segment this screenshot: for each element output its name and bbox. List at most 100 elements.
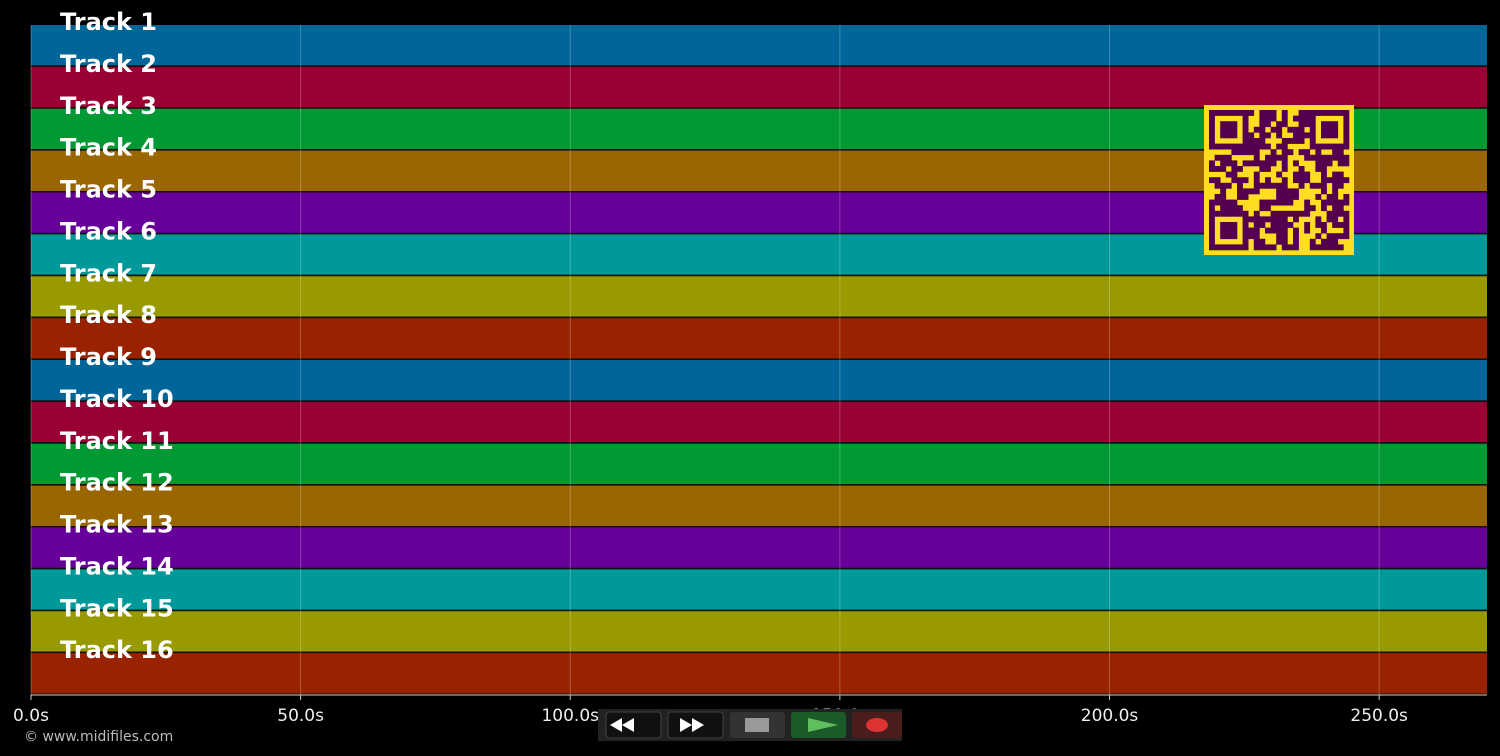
- qr-module: [1304, 205, 1311, 212]
- qr-module: [1321, 244, 1327, 251]
- qr-module: [1237, 205, 1243, 212]
- qr-module: [1220, 110, 1227, 116]
- qr-module: [1242, 188, 1249, 195]
- track-lane: [31, 653, 1487, 694]
- qr-module: [1253, 160, 1260, 167]
- qr-module: [1332, 199, 1339, 206]
- qr-module: [1332, 177, 1339, 184]
- qr-module: [1259, 238, 1266, 245]
- qr-module: [1343, 138, 1350, 144]
- qr-module: [1209, 244, 1215, 251]
- qr-module: [1293, 138, 1299, 144]
- qr-module: [1343, 154, 1350, 161]
- qr-module: [1326, 110, 1333, 116]
- qr-module: [1337, 177, 1344, 184]
- qr-module: [1209, 132, 1215, 139]
- qr-module: [1315, 110, 1322, 116]
- qr-module: [1265, 166, 1271, 172]
- qr-module: [1304, 110, 1311, 116]
- qr-module: [1293, 132, 1299, 139]
- qr-module: [1253, 149, 1260, 156]
- qr-module: [1242, 143, 1249, 150]
- rewind-button[interactable]: [605, 711, 662, 739]
- qr-module: [1332, 110, 1339, 116]
- qr-module: [1253, 188, 1260, 195]
- qr-module: [1225, 110, 1232, 116]
- qr-module: [1298, 138, 1305, 144]
- qr-module: [1298, 121, 1305, 128]
- qr-module: [1259, 110, 1266, 116]
- qr-module: [1276, 121, 1283, 128]
- qr-module: [1265, 115, 1271, 122]
- rewind-icon[interactable]: [610, 718, 634, 732]
- qr-module: [1304, 115, 1311, 122]
- qr-module: [1237, 194, 1243, 200]
- track-labels: Track 1 Track 2 Track 3 Track 4 Track 5 Track…: [60, 8, 174, 664]
- qr-module: [1343, 143, 1350, 150]
- forward-icon[interactable]: [680, 718, 704, 732]
- qr-module: [1248, 143, 1255, 150]
- qr-module: [1214, 166, 1221, 172]
- stop-button[interactable]: [730, 712, 785, 738]
- qr-module: [1281, 182, 1288, 189]
- qr-module: [1220, 233, 1227, 240]
- qr-module: [1337, 110, 1344, 116]
- track-lane: [31, 443, 1487, 485]
- qr-module: [1231, 160, 1238, 167]
- qr-module: [1298, 115, 1305, 122]
- qr-module: [1281, 222, 1288, 228]
- qr-module: [1276, 132, 1283, 139]
- track-label: Track 15: [60, 594, 174, 622]
- qr-module: [1293, 233, 1299, 240]
- qr-module: [1220, 126, 1227, 133]
- qr-module: [1343, 216, 1350, 223]
- qr-module: [1259, 182, 1266, 189]
- qr-module: [1337, 149, 1344, 156]
- play-button[interactable]: [791, 712, 846, 738]
- track-lane: [31, 25, 1487, 66]
- qr-module: [1309, 110, 1316, 116]
- qr-module: [1276, 154, 1283, 161]
- qr-module: [1265, 182, 1271, 189]
- forward-button[interactable]: [667, 711, 724, 739]
- qr-module: [1259, 160, 1266, 167]
- tick-label: 200.0s: [1081, 706, 1139, 726]
- stop-icon[interactable]: [745, 718, 769, 732]
- record-button[interactable]: [852, 712, 902, 738]
- qr-module: [1270, 115, 1277, 122]
- qr-module: [1332, 182, 1339, 189]
- qr-module: [1321, 227, 1327, 234]
- qr-module: [1343, 177, 1350, 184]
- qr-module: [1276, 182, 1283, 189]
- record-icon[interactable]: [866, 718, 888, 732]
- track-label: Track 12: [60, 469, 174, 497]
- qr-module: [1270, 110, 1277, 116]
- qr-module: [1276, 143, 1283, 150]
- qr-module: [1321, 132, 1327, 139]
- qr-module: [1281, 149, 1288, 156]
- qr-module: [1281, 199, 1288, 206]
- qr-module: [1231, 166, 1238, 172]
- qr-module: [1242, 160, 1249, 167]
- qr-module: [1231, 143, 1238, 150]
- qr-module: [1253, 222, 1260, 228]
- qr-module: [1231, 233, 1238, 240]
- qr-module: [1326, 177, 1333, 184]
- qr-module: [1309, 143, 1316, 150]
- qr-module: [1253, 210, 1260, 217]
- qr-module: [1337, 160, 1344, 167]
- qr-module: [1265, 132, 1271, 139]
- qr-module: [1265, 216, 1271, 223]
- track-label: Track 8: [60, 301, 157, 329]
- qr-module: [1259, 138, 1266, 144]
- qr-module: [1293, 210, 1299, 217]
- play-icon[interactable]: [808, 718, 838, 732]
- qr-module: [1337, 233, 1344, 240]
- qr-module: [1209, 233, 1215, 240]
- qr-module: [1326, 244, 1333, 251]
- qr-module: [1287, 222, 1294, 228]
- qr-module: [1225, 182, 1232, 189]
- qr-module: [1343, 121, 1350, 128]
- qr-module: [1315, 244, 1322, 251]
- qr-module: [1315, 182, 1322, 189]
